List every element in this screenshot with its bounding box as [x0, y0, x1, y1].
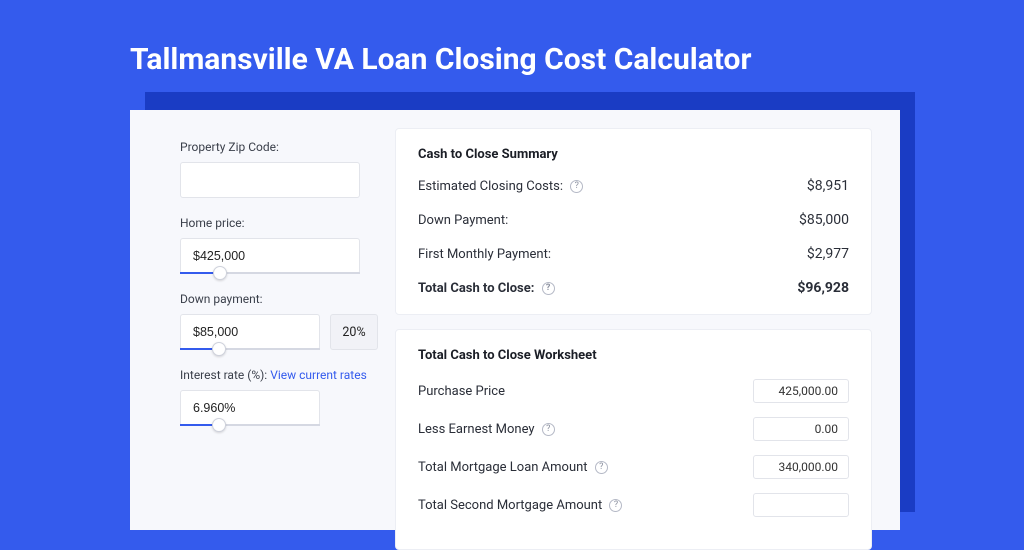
worksheet-row-label: Total Second Mortgage Amount [418, 498, 602, 513]
worksheet-row: Total Mortgage Loan Amount ? 340,000.00 [418, 455, 849, 479]
help-icon[interactable]: ? [542, 282, 555, 295]
zip-field: Property Zip Code: [180, 140, 395, 198]
results-column: Cash to Close Summary Estimated Closing … [395, 110, 900, 530]
worksheet-row: Total Second Mortgage Amount ? [418, 493, 849, 517]
rate-slider-thumb[interactable] [212, 418, 226, 432]
rate-slider[interactable] [180, 424, 320, 426]
summary-total-value: $96,928 [797, 280, 849, 296]
summary-row: Estimated Closing Costs: ? $8,951 [418, 178, 849, 194]
summary-row-label: First Monthly Payment: [418, 247, 551, 262]
help-icon[interactable]: ? [570, 180, 583, 193]
summary-row: First Monthly Payment: $2,977 [418, 246, 849, 262]
page-title: Tallmansville VA Loan Closing Cost Calcu… [130, 42, 751, 77]
help-icon[interactable]: ? [542, 423, 555, 436]
down-slider[interactable] [180, 348, 320, 350]
down-label: Down payment: [180, 292, 395, 306]
calculator-panel: Property Zip Code: Home price: Down paym… [130, 110, 900, 530]
cash-summary-card: Cash to Close Summary Estimated Closing … [395, 128, 872, 315]
price-field: Home price: [180, 216, 395, 274]
summary-row-label: Estimated Closing Costs: [418, 179, 563, 194]
worksheet-row-label: Purchase Price [418, 384, 505, 399]
worksheet-card: Total Cash to Close Worksheet Purchase P… [395, 329, 872, 550]
worksheet-row-value [753, 493, 849, 517]
worksheet-row-value: 425,000.00 [753, 379, 849, 403]
zip-input[interactable] [180, 162, 360, 198]
help-icon[interactable]: ? [595, 461, 608, 474]
price-label: Home price: [180, 216, 395, 230]
rate-field: Interest rate (%): View current rates [180, 368, 395, 426]
summary-total-row: Total Cash to Close: ? $96,928 [418, 280, 849, 296]
price-slider-thumb[interactable] [213, 266, 227, 280]
summary-row-label: Down Payment: [418, 213, 508, 228]
summary-row-value: $8,951 [807, 178, 849, 194]
cash-summary-title: Cash to Close Summary [418, 147, 849, 162]
price-input[interactable] [180, 238, 360, 274]
worksheet-row-value: 340,000.00 [753, 455, 849, 479]
worksheet-row-label: Less Earnest Money [418, 422, 535, 437]
summary-row-value: $2,977 [807, 246, 849, 262]
worksheet-row: Purchase Price 425,000.00 [418, 379, 849, 403]
worksheet-row-value: 0.00 [753, 417, 849, 441]
down-field: Down payment: 20% [180, 292, 395, 350]
view-rates-link[interactable]: View current rates [270, 368, 367, 382]
worksheet-row-label: Total Mortgage Loan Amount [418, 460, 588, 475]
rate-input[interactable] [180, 390, 320, 426]
rate-label-text: Interest rate (%): [180, 368, 270, 382]
summary-total-label: Total Cash to Close: [418, 281, 534, 296]
zip-label: Property Zip Code: [180, 140, 395, 154]
summary-row-value: $85,000 [799, 212, 849, 228]
help-icon[interactable]: ? [609, 499, 622, 512]
price-slider[interactable] [180, 272, 360, 274]
down-pct-box[interactable]: 20% [330, 314, 378, 350]
worksheet-row: Less Earnest Money ? 0.00 [418, 417, 849, 441]
down-slider-thumb[interactable] [212, 342, 226, 356]
rate-label: Interest rate (%): View current rates [180, 368, 395, 382]
inputs-column: Property Zip Code: Home price: Down paym… [130, 110, 395, 530]
down-input[interactable] [180, 314, 320, 350]
worksheet-title: Total Cash to Close Worksheet [418, 348, 849, 363]
summary-row: Down Payment: $85,000 [418, 212, 849, 228]
